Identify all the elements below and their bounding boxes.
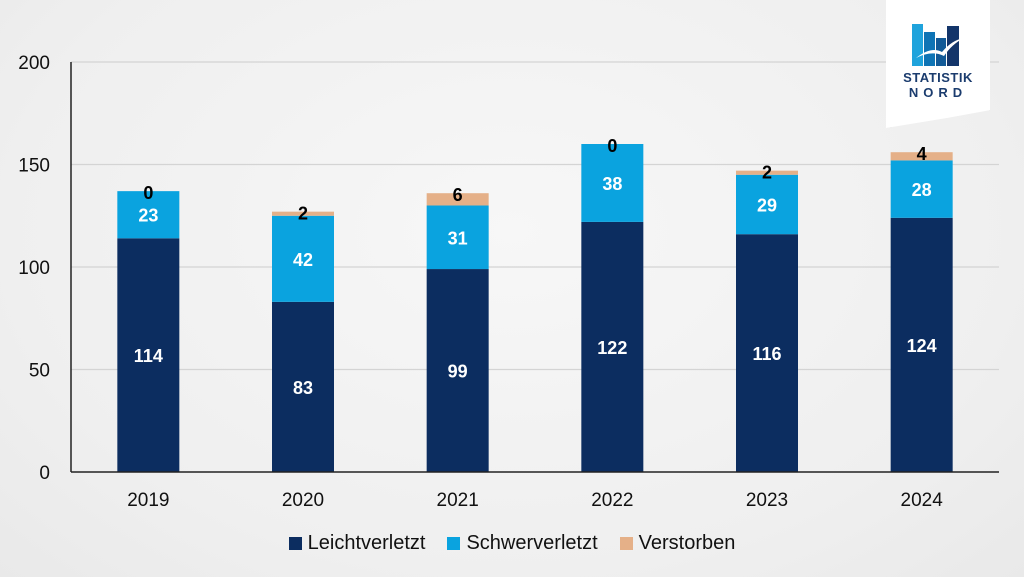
bar-segment-verstorben [736,170,798,175]
data-label: 122 [597,338,627,358]
bar-segment-schwerverletzt [272,215,334,302]
x-tick-label: 2022 [591,490,633,511]
legend-label: Schwerverletzt [466,532,598,554]
data-label: 124 [907,336,937,356]
bar-segment-schwerverletzt [426,205,489,270]
data-label: 2 [298,204,308,224]
data-label: 6 [453,185,463,205]
y-tick-label: 200 [18,53,50,74]
bar-segment-leichtverletzt [117,238,180,472]
data-label: 4 [917,144,927,164]
axes [70,62,999,473]
legend-item-verstorben: Verstorben [619,532,736,555]
legend-swatch [288,537,302,550]
bar-segment-schwerverletzt [890,160,953,218]
logo-text-statistik: STATISTIK [903,70,973,85]
data-label: 38 [602,174,622,194]
data-label: 114 [134,346,163,366]
bar-segment-leichtverletzt [736,234,798,472]
data-label: 28 [912,180,932,200]
legend-swatch [447,537,461,550]
data-label: 83 [293,378,313,398]
gridlines [71,61,999,371]
logo-text-nord: NORD [908,85,968,100]
legend-label: Verstorben [638,532,736,554]
bar-segment-schwerverletzt [117,191,180,239]
bars [117,144,953,472]
legend: Leichtverletzt Schwerverletzt Verstorben [0,532,1024,555]
x-axis-ticks: 2019 2020 2021 2022 2023 2024 [127,490,943,511]
y-tick-label: 0 [39,463,50,484]
data-label: 0 [143,183,153,203]
data-label: 0 [607,136,617,156]
legend-swatch [619,537,633,550]
legend-item-schwerverletzt: Schwerverletzt [447,532,598,555]
x-tick-label: 2021 [437,490,479,511]
bar-segment-verstorben [890,152,953,161]
bar-segment-leichtverletzt [581,221,644,472]
data-labels: 114 23 0 83 42 2 99 31 6 122 38 0 116 29 2 124 28 4 [134,136,937,398]
data-label: 2 [762,163,772,183]
y-tick-label: 50 [29,361,50,382]
legend-item-leichtverletzt: Leichtverletzt [288,532,426,555]
data-label: 23 [138,206,158,226]
x-tick-label: 2020 [282,490,324,511]
bar-segment-schwerverletzt [736,174,798,235]
data-label: 116 [752,344,781,364]
x-tick-label: 2023 [746,490,788,511]
bar-segment-verstorben [272,211,334,216]
data-label: 29 [757,195,777,215]
bar-segment-schwerverletzt [581,144,644,222]
data-label: 42 [293,250,313,270]
legend-label: Leichtverletzt [307,532,426,554]
logo-bars-icon [912,24,964,66]
data-label: 31 [448,228,468,248]
bar-segment-verstorben [426,193,489,206]
bar-segment-leichtverletzt [426,269,489,472]
bar-segment-leichtverletzt [890,217,953,472]
y-tick-label: 150 [18,156,50,177]
data-label: 99 [448,362,468,382]
x-tick-label: 2024 [901,490,944,511]
y-tick-label: 100 [18,258,50,279]
x-tick-label: 2019 [127,490,169,511]
y-axis-ticks: 0 50 100 150 200 [18,53,50,484]
bar-segment-leichtverletzt [272,301,334,472]
statistik-nord-logo: STATISTIK NORD [886,0,990,128]
